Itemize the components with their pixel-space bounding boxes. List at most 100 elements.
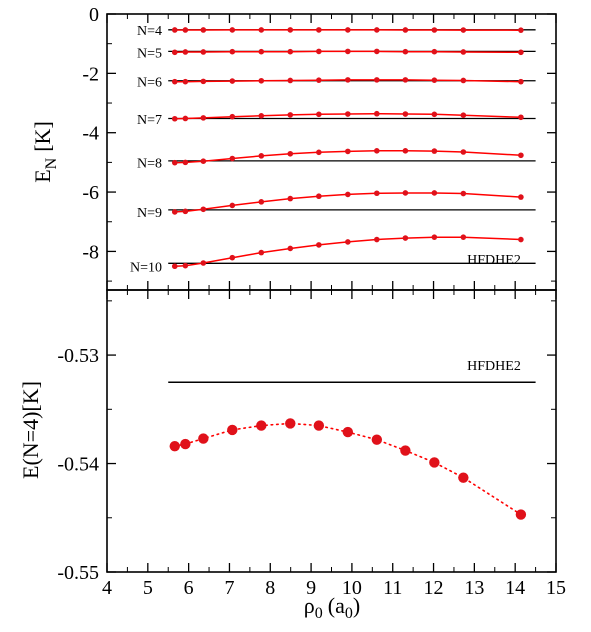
data-point-N=9	[374, 190, 380, 196]
data-point-N=6	[230, 78, 236, 84]
data-point-N=5	[258, 49, 264, 55]
data-point-N=7	[287, 112, 293, 118]
data-point-N=4	[403, 27, 409, 33]
data-point-N=4	[183, 27, 189, 33]
bottom-y-tick-label: -0.54	[57, 454, 99, 476]
data-point-N=9	[316, 193, 322, 199]
x-axis-label-unit-close: )	[353, 593, 360, 618]
bottom-data-point	[458, 472, 468, 482]
top-y-axis-label-subscript: N	[43, 157, 60, 169]
data-point-N=5	[201, 49, 207, 55]
data-point-N=8	[287, 151, 293, 157]
data-point-N=5	[374, 49, 380, 55]
top-n-labels: N=4N=5N=6N=7N=8N=9N=10	[130, 24, 162, 275]
bottom-data-point	[180, 439, 190, 449]
data-point-N=10	[345, 239, 351, 245]
data-point-N=6	[518, 79, 524, 85]
data-point-N=6	[201, 79, 207, 85]
x-tick-label: 6	[184, 577, 194, 599]
top-y-tick-label: -2	[82, 63, 99, 85]
data-point-N=8	[230, 156, 236, 162]
data-point-N=8	[172, 160, 178, 166]
top-reference-label: HFDHE2	[467, 253, 521, 268]
data-point-N=4	[258, 27, 264, 33]
data-point-N=6	[183, 79, 189, 85]
data-point-N=7	[461, 112, 467, 118]
data-point-N=7	[230, 114, 236, 120]
data-point-N=9	[432, 190, 438, 196]
data-point-N=10	[403, 235, 409, 241]
bottom-data-point	[516, 509, 526, 519]
bottom-data-point	[198, 433, 208, 443]
bottom-series	[170, 418, 527, 520]
x-tick-label: 15	[546, 577, 566, 599]
data-point-N=9	[183, 209, 189, 215]
x-axis-label-unit-subscript: 0	[345, 605, 353, 622]
data-point-N=5	[432, 49, 438, 55]
series-label-N=7: N=7	[137, 113, 162, 128]
data-point-N=9	[172, 209, 178, 215]
top-y-tick-label: -4	[82, 123, 99, 145]
bottom-data-point	[343, 427, 353, 437]
data-point-N=5	[518, 49, 524, 55]
data-point-N=10	[374, 237, 380, 243]
data-point-N=7	[403, 111, 409, 117]
x-tick-label: 5	[143, 577, 153, 599]
data-point-N=5	[172, 49, 178, 55]
x-tick-label: 13	[464, 577, 484, 599]
data-point-N=5	[345, 49, 351, 55]
data-point-N=10	[172, 263, 178, 269]
data-point-N=6	[432, 77, 438, 83]
data-point-N=9	[287, 196, 293, 202]
data-point-N=10	[201, 260, 207, 266]
data-point-N=7	[316, 112, 322, 118]
x-tick-label: 11	[383, 577, 402, 599]
data-point-N=4	[172, 27, 178, 33]
data-point-N=10	[258, 250, 264, 256]
data-point-N=8	[432, 148, 438, 154]
data-point-N=5	[403, 49, 409, 55]
data-point-N=7	[518, 114, 524, 120]
series-label-N=8: N=8	[137, 157, 162, 172]
data-point-N=8	[316, 149, 322, 155]
data-point-N=6	[316, 77, 322, 83]
data-point-N=8	[258, 153, 264, 159]
data-point-N=6	[258, 78, 264, 84]
data-point-N=9	[403, 190, 409, 196]
data-point-N=7	[183, 116, 189, 122]
data-point-N=9	[518, 194, 524, 200]
data-point-N=4	[316, 27, 322, 33]
top-y-axis-label: EN[K]	[30, 121, 60, 183]
data-point-N=4	[345, 27, 351, 33]
top-y-axis-label-unit: [K]	[30, 121, 55, 152]
data-point-N=10	[183, 263, 189, 269]
data-point-N=10	[518, 237, 524, 243]
series-label-N=5: N=5	[137, 46, 162, 61]
data-point-N=10	[287, 246, 293, 252]
data-point-N=10	[461, 234, 467, 240]
data-point-N=7	[432, 112, 438, 118]
bottom-data-point	[429, 457, 439, 467]
x-tick-label: 7	[224, 577, 234, 599]
data-point-N=7	[258, 113, 264, 119]
data-point-N=9	[258, 199, 264, 205]
data-point-N=7	[172, 116, 178, 122]
bottom-data-point	[170, 441, 180, 451]
bottom-plot-frame	[107, 290, 556, 572]
data-point-N=5	[461, 49, 467, 55]
data-point-N=4	[461, 27, 467, 33]
data-point-N=5	[183, 49, 189, 55]
data-point-N=5	[287, 49, 293, 55]
data-point-N=8	[201, 158, 207, 164]
bottom-data-point	[227, 425, 237, 435]
top-y-tick-label: 0	[89, 4, 99, 26]
data-point-N=9	[201, 206, 207, 212]
data-point-N=7	[374, 111, 380, 117]
data-point-N=9	[461, 191, 467, 197]
top-y-tick-label: -6	[82, 182, 99, 204]
series-label-N=10: N=10	[130, 260, 162, 275]
data-point-N=8	[403, 148, 409, 154]
x-tick-label: 14	[505, 577, 525, 599]
